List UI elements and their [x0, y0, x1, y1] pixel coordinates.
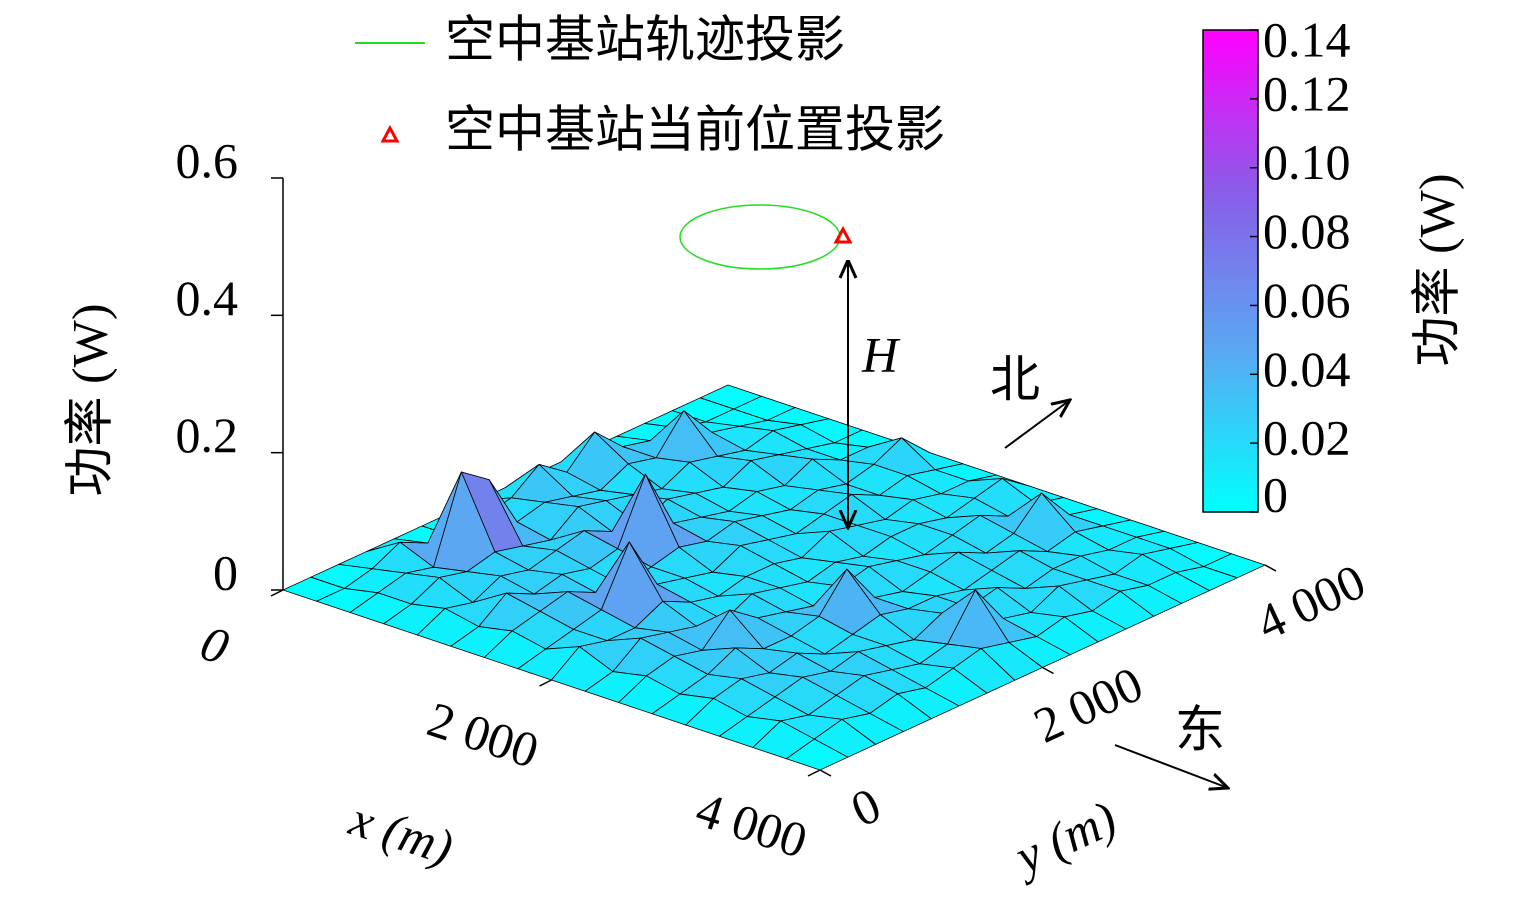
- y-axis-label: y (m): [1002, 790, 1125, 887]
- y-tick: [819, 769, 832, 777]
- surface: [282, 384, 1266, 771]
- y-tick-label: 2 000: [1025, 655, 1151, 753]
- trajectory: [679, 204, 841, 270]
- x-tick: [807, 769, 821, 777]
- x-tick-label: 4 000: [690, 781, 814, 869]
- colorbar-tick-label: 0.02: [1263, 410, 1351, 466]
- x-tick-label: 2 000: [421, 691, 545, 779]
- x-axis-label: x (m): [343, 790, 460, 876]
- z-tick-label: 0.2: [176, 407, 239, 463]
- y-tick: [1264, 564, 1277, 572]
- colorbar-tick-label: 0: [1263, 466, 1288, 522]
- z-tick-label: 0.6: [176, 132, 239, 188]
- y-tick-label: 4 000: [1248, 553, 1374, 651]
- colorbar-tick-label: 0.12: [1263, 65, 1351, 121]
- north-label: 北: [990, 351, 1040, 407]
- north-arrow: [1004, 400, 1070, 449]
- colorbar-tick-label: 0.04: [1263, 341, 1351, 397]
- x-tick: [539, 679, 552, 687]
- z-tick-label: 0.4: [176, 270, 239, 326]
- surface-face: [786, 738, 849, 771]
- legend-label: 空中基站轨迹投影: [445, 11, 845, 67]
- x-tick-label: 0: [194, 614, 235, 675]
- x-tick: [270, 589, 284, 597]
- colorbar-label: 功率 (W): [1408, 174, 1464, 367]
- colorbar-tick-label: 0.08: [1263, 203, 1351, 259]
- current-position: [833, 225, 853, 244]
- colorbar-tick-label: 0.10: [1263, 134, 1351, 190]
- height-label: H: [861, 326, 901, 382]
- z-axis-label: 功率 (W): [61, 304, 117, 497]
- legend-label: 空中基站当前位置投影: [445, 101, 945, 157]
- z-tick-label: 0: [213, 544, 238, 600]
- colorbar-tick-label: 0.06: [1263, 272, 1351, 328]
- y-tick-label: 0: [843, 776, 889, 837]
- colorbar-tick-label: 0.14: [1263, 11, 1351, 67]
- legend-marker: [380, 124, 400, 143]
- colorbar: [1202, 29, 1259, 513]
- east-arrow: [1114, 744, 1228, 788]
- y-tick: [1042, 666, 1054, 675]
- east-label: 东: [1175, 701, 1225, 757]
